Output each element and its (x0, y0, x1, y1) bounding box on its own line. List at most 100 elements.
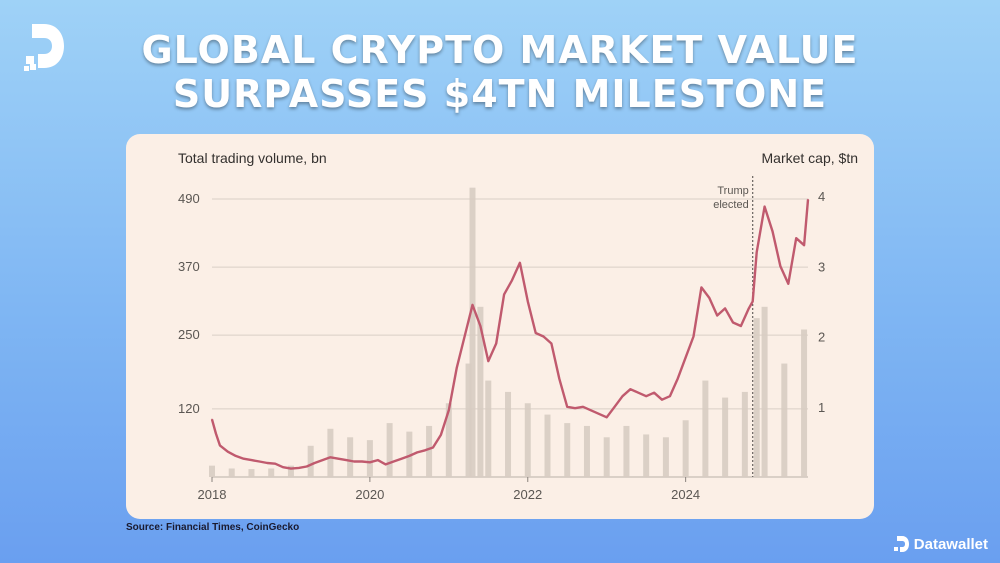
x-tick-label: 2020 (355, 487, 384, 502)
market-cap-point (605, 416, 608, 419)
volume-bar (505, 391, 512, 477)
market-cap-point (755, 251, 758, 254)
datawallet-mark-icon (893, 536, 909, 552)
headline: GLOBAL CRYPTO MARKET VALUE SURPASSES $4T… (0, 28, 1000, 116)
market-cap-point (215, 432, 217, 435)
volume-bar (662, 437, 669, 477)
market-cap-point (637, 391, 640, 394)
market-cap-point (740, 325, 742, 327)
market-cap-point (337, 457, 340, 460)
market-cap-point (250, 459, 253, 461)
volume-bar (347, 437, 354, 477)
x-tick-label: 2022 (513, 487, 542, 502)
market-cap-point (676, 377, 679, 380)
market-cap-point (353, 460, 355, 463)
market-cap-point (329, 456, 332, 459)
market-cap-point (463, 335, 466, 338)
trump-elected-annotation: Trump elected (713, 176, 754, 477)
market-cap-point (807, 198, 809, 201)
market-cap-point (645, 395, 647, 398)
volume-bar (386, 423, 393, 477)
market-cap-point (416, 451, 419, 454)
volume-bar (583, 425, 590, 477)
volume-bar (287, 465, 294, 477)
market-cap-point (669, 395, 671, 398)
volume-bar (366, 440, 373, 477)
market-cap-point (321, 459, 324, 461)
market-cap-point (747, 307, 750, 310)
volume-bar (761, 306, 768, 477)
market-cap-point (787, 283, 790, 285)
market-cap-point (361, 460, 363, 463)
volume-bar (544, 414, 551, 477)
volume-bar (524, 403, 531, 477)
volume-bar (623, 425, 630, 477)
market-cap-point (566, 405, 569, 408)
market-cap-point (424, 449, 426, 452)
market-cap-point (526, 300, 529, 303)
market-cap-point (211, 418, 213, 421)
market-cap-point (542, 335, 545, 338)
market-cap-point (384, 463, 387, 466)
left-tick-label: 250 (178, 327, 200, 342)
market-cap-point (258, 460, 261, 463)
market-cap-point (305, 465, 308, 468)
market-cap-point (574, 407, 576, 409)
market-cap-line (210, 198, 810, 470)
volume-bar (248, 469, 255, 477)
volume-bar (426, 425, 433, 477)
right-tick-label: 1 (818, 400, 825, 415)
market-cap-point (598, 412, 600, 415)
volume-bar (465, 363, 472, 477)
market-cap-point (242, 457, 245, 460)
right-axis-title: Market cap, $tn (761, 150, 859, 166)
volume-bar (643, 434, 650, 477)
market-cap-point (590, 409, 592, 412)
market-cap-point (479, 325, 482, 327)
headline-line-1: GLOBAL CRYPTO MARKET VALUE (141, 28, 859, 72)
market-cap-point (550, 342, 553, 345)
market-cap-point (558, 377, 561, 380)
volume-bar (307, 445, 314, 477)
volume-bar (603, 437, 610, 477)
market-cap-point (369, 461, 371, 464)
market-cap-point (763, 205, 766, 208)
market-cap-point (274, 462, 276, 465)
market-cap-point (613, 405, 616, 408)
market-cap-point (534, 332, 537, 334)
market-cap-point (219, 444, 221, 447)
market-cap-point (226, 450, 229, 453)
volume-bar (741, 391, 748, 477)
volume-bar (781, 363, 788, 477)
market-cap-point (313, 462, 316, 464)
market-cap-point (795, 237, 797, 239)
market-cap-point (684, 356, 687, 359)
volume-bar (753, 318, 760, 477)
headline-line-2: SURPASSES $4TN MILESTONE (172, 72, 828, 116)
market-cap-point (519, 261, 521, 264)
volume-bar (564, 423, 571, 477)
market-cap-point (621, 395, 624, 398)
market-cap-point (732, 321, 734, 324)
volume-bars (209, 187, 808, 477)
volume-bar (228, 468, 235, 477)
volume-bar (801, 329, 808, 477)
market-cap-point (708, 297, 711, 299)
datawallet-logo-icon (24, 24, 64, 71)
volume-bar (485, 380, 492, 477)
market-cap-point (653, 391, 655, 394)
market-cap-point (503, 293, 505, 296)
market-cap-point (234, 455, 237, 457)
volume-bar (702, 380, 709, 477)
volume-bar (722, 397, 729, 477)
volume-bar (445, 403, 452, 477)
chart-card: Total trading volume, bn Market cap, $tn… (126, 134, 874, 519)
market-cap-point (751, 300, 754, 303)
market-cap-point (408, 455, 411, 457)
volume-bar (469, 187, 476, 477)
x-tick-label: 2024 (671, 487, 700, 502)
market-cap-point (448, 409, 450, 412)
market-cap-point (282, 466, 284, 468)
market-chart: Trump elected 120 250 370 490 1 2 3 4 2018 2020 202… (178, 176, 825, 502)
volume-bar (682, 420, 689, 477)
